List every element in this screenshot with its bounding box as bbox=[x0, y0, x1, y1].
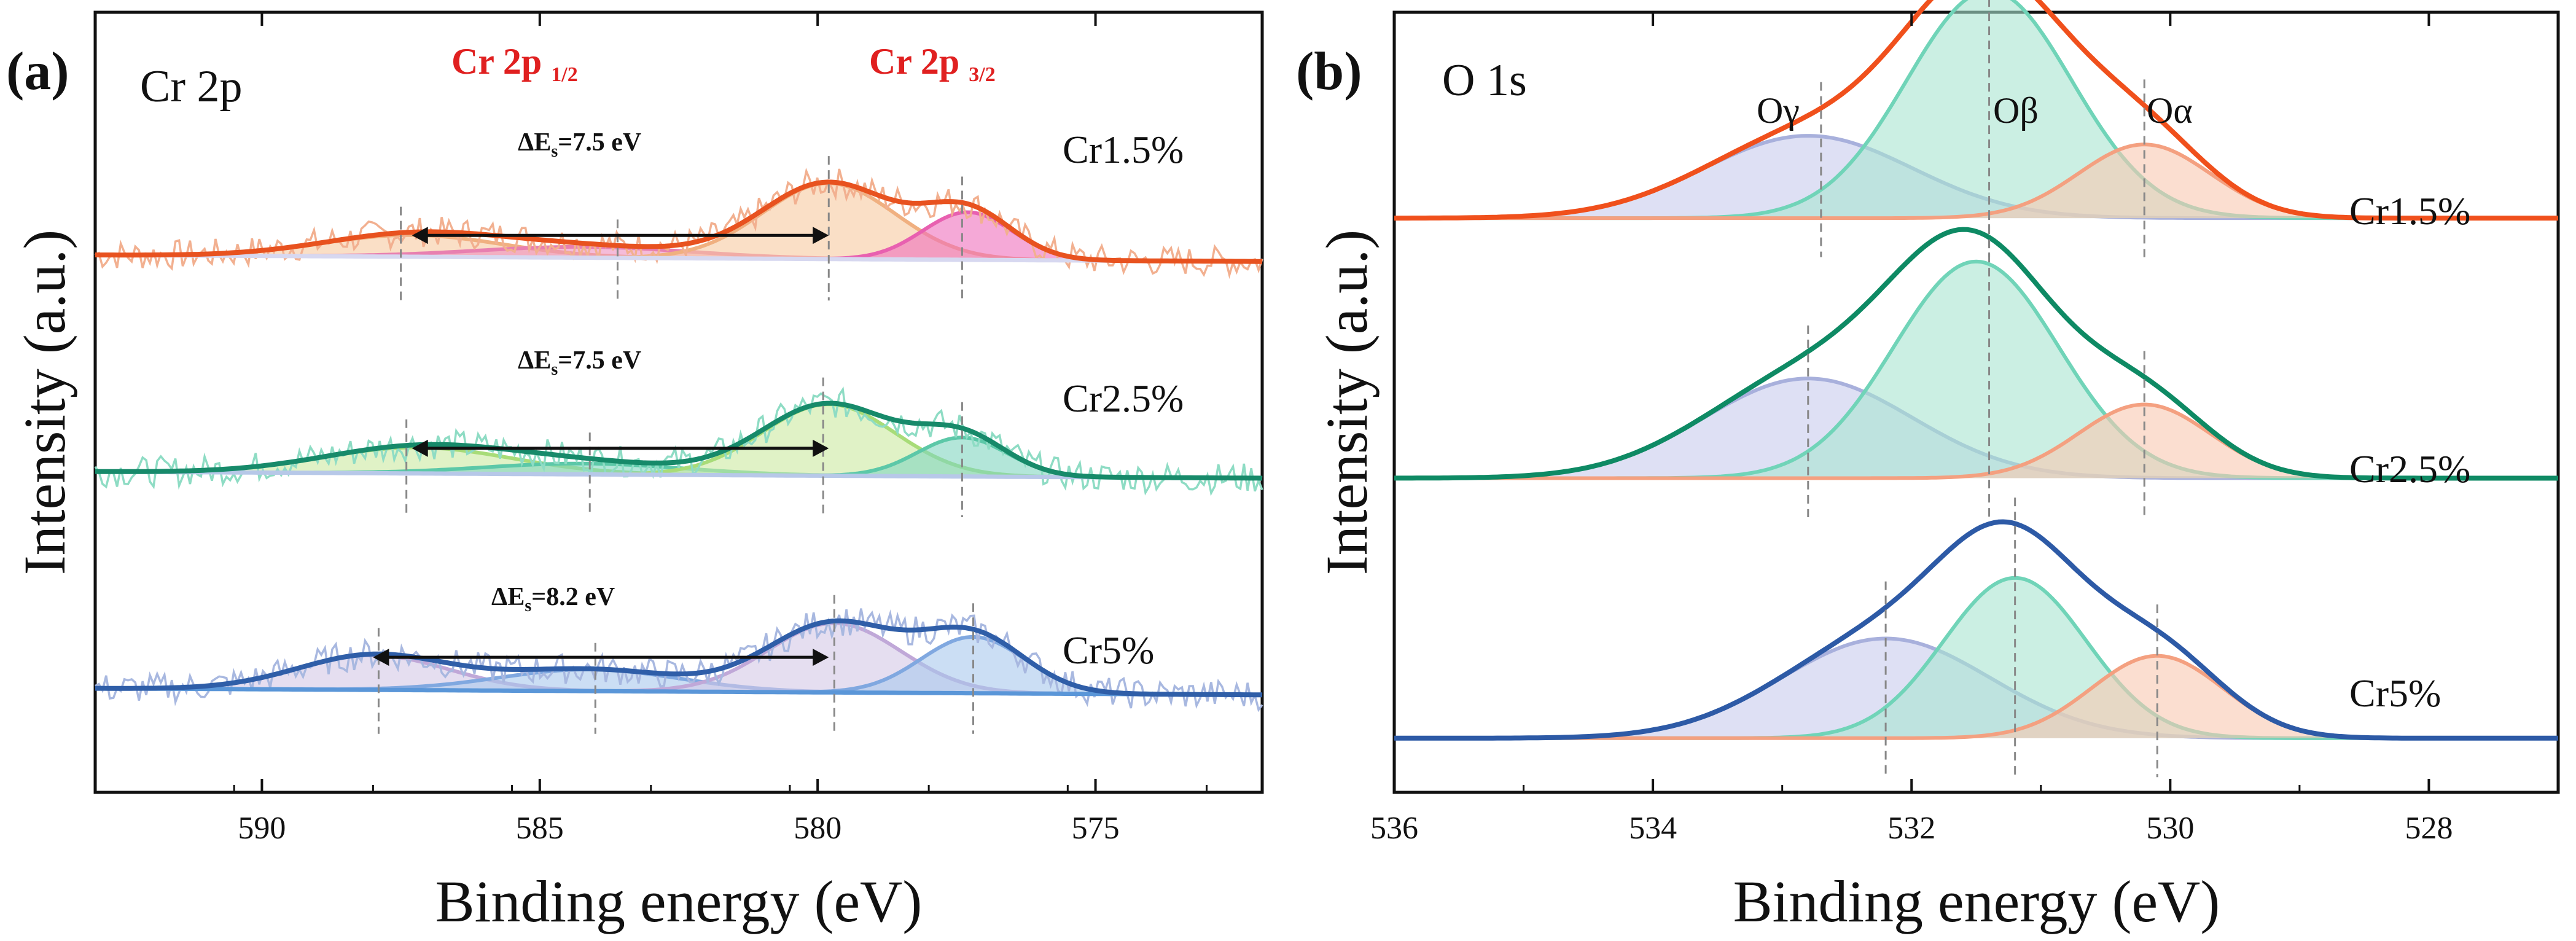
component-fill-Oγ bbox=[1394, 136, 2558, 219]
x-tick-label: 585 bbox=[516, 811, 564, 846]
delta-e-arrowhead-left bbox=[412, 439, 428, 457]
component-fill-Oγ bbox=[1394, 378, 2558, 478]
panel-b-x-axis-title: Binding energy (eV) bbox=[1733, 869, 2220, 934]
background-line bbox=[95, 469, 1263, 480]
peak-label-cr2p-half: Cr 2p 1/2 bbox=[451, 41, 578, 86]
panel-b-labels: Oγ Oβ Oα Cr1.5% Cr2.5% Cr5% bbox=[1757, 90, 2470, 715]
component-fill-Oβ bbox=[1394, 0, 2558, 219]
sample-label: Cr5% bbox=[2349, 671, 2441, 715]
envelope-line bbox=[1394, 519, 2558, 741]
panel-a-frame bbox=[93, 10, 1264, 794]
x-tick-label: 532 bbox=[1887, 811, 1935, 846]
panel-b: 536 534 532 530 528 (b) O 1s Binding energy … bbox=[1296, 0, 2560, 934]
delta-e-arrowhead-right bbox=[813, 227, 829, 244]
component-fill-3 bbox=[95, 437, 1262, 478]
x-tick-label: 528 bbox=[2405, 811, 2453, 846]
envelope-line bbox=[95, 400, 1263, 481]
component-fill-0 bbox=[95, 655, 1262, 695]
series-Cr1.5pct bbox=[95, 156, 1263, 301]
panel-b-tag: (b) bbox=[1296, 42, 1362, 101]
component-fill-3 bbox=[95, 637, 1262, 695]
component-fill-3 bbox=[95, 212, 1262, 262]
panel-a-plot-area bbox=[94, 156, 1263, 734]
envelope-line bbox=[95, 618, 1262, 698]
delta-e-arrowhead-right bbox=[813, 439, 829, 457]
panel-a-tag: (a) bbox=[6, 42, 69, 101]
background-line bbox=[95, 252, 1262, 264]
series-Cr2.5pct bbox=[1394, 211, 2558, 517]
x-tick-label: 575 bbox=[1072, 811, 1120, 846]
delta-e-label: ΔEs=8.2 eV bbox=[491, 583, 615, 615]
sample-label: Cr5% bbox=[1063, 628, 1154, 672]
x-tick-label: 536 bbox=[1370, 811, 1418, 846]
panel-b-x-axis: 536 534 532 530 528 bbox=[1370, 12, 2559, 846]
envelope-line bbox=[95, 179, 1262, 264]
component-fill-Oβ bbox=[1394, 577, 2558, 738]
envelope-line bbox=[1394, 227, 2558, 481]
sample-label: Cr1.5% bbox=[2349, 189, 2470, 233]
x-tick-label: 530 bbox=[2146, 811, 2194, 846]
panel-a-element-label: Cr 2p bbox=[140, 61, 243, 112]
sample-label: Cr2.5% bbox=[1063, 377, 1184, 420]
panel-a-labels: Cr 2p 1/2 Cr 2p 3/2 Cr1.5% Cr2.5% Cr5% ΔEs=7.… bbox=[451, 41, 1184, 672]
x-tick-label: 590 bbox=[238, 811, 286, 846]
panel-b-plot-area bbox=[1394, 0, 2558, 778]
x-tick-label: 534 bbox=[1629, 811, 1677, 846]
panel-b-element-label: O 1s bbox=[1442, 55, 1527, 106]
panel-b-y-axis-title: Intensity (a.u.) bbox=[1314, 230, 1380, 576]
sample-label: Cr1.5% bbox=[1063, 128, 1184, 171]
panel-a-y-axis-title: Intensity (a.u.) bbox=[12, 230, 77, 576]
delta-e-label: ΔEs=7.5 eV bbox=[518, 346, 641, 379]
series-Cr5pct bbox=[1394, 498, 2558, 778]
panel-a-x-axis-title: Binding energy (eV) bbox=[435, 869, 923, 934]
panel-a: 590 585 580 575 (a) Cr 2p Binding energy (e… bbox=[6, 10, 1264, 934]
delta-e-arrowhead-left bbox=[373, 649, 389, 666]
series-Cr5pct bbox=[95, 595, 1263, 734]
component-label: Oβ bbox=[1993, 90, 2039, 131]
component-fill-Oβ bbox=[1394, 261, 2558, 478]
envelope-line bbox=[1394, 0, 2558, 221]
panel-a-x-axis: 590 585 580 575 bbox=[94, 12, 1208, 846]
series-Cr2.5pct bbox=[94, 377, 1263, 517]
x-tick-label: 580 bbox=[794, 811, 841, 846]
delta-e-label: ΔEs=7.5 eV bbox=[518, 128, 641, 161]
component-label: Oγ bbox=[1757, 90, 1800, 131]
peak-label-cr2p-three-halves: Cr 2p 3/2 bbox=[869, 41, 996, 86]
delta-e-arrowhead-left bbox=[412, 227, 428, 244]
background-line bbox=[95, 686, 1263, 697]
component-label: Oα bbox=[2147, 90, 2193, 131]
delta-e-arrowhead-right bbox=[813, 649, 829, 666]
series-Cr1.5pct bbox=[1394, 0, 2558, 257]
sample-label: Cr2.5% bbox=[2349, 447, 2470, 491]
